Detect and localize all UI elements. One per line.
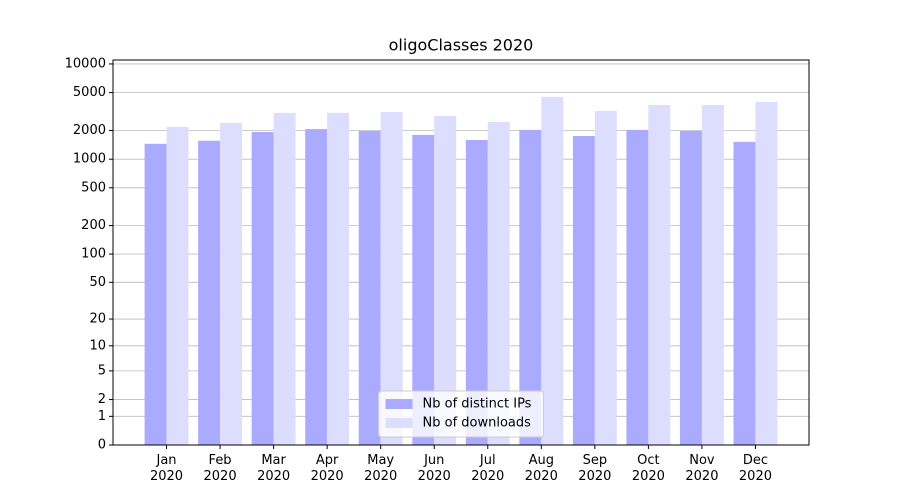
y-tick-label: 2 bbox=[98, 392, 106, 407]
bar bbox=[679, 130, 702, 445]
bar bbox=[380, 111, 403, 445]
bar bbox=[465, 139, 488, 445]
x-tick-label: Oct 2020 bbox=[631, 453, 665, 484]
chart-title: oligoClasses 2020 bbox=[389, 36, 534, 55]
x-tick-label: Jan 2020 bbox=[149, 453, 184, 484]
y-tick-label: 100 bbox=[81, 247, 106, 262]
bar bbox=[273, 112, 296, 446]
bar bbox=[251, 131, 274, 446]
plot-frame bbox=[112, 59, 810, 446]
x-tick-label: Apr 2020 bbox=[310, 453, 344, 484]
x-tick-label: Nov 2020 bbox=[685, 453, 719, 484]
x-tick-label: May 2020 bbox=[364, 453, 398, 484]
bar bbox=[487, 121, 510, 445]
y-tick-label: 1000 bbox=[73, 152, 106, 167]
bar bbox=[626, 129, 649, 445]
x-tick-label: Aug 2020 bbox=[524, 453, 558, 484]
x-tick-label: Sep 2020 bbox=[578, 453, 612, 484]
legend-label: Nb of distinct IPs bbox=[423, 397, 532, 412]
y-tick-label: 20 bbox=[89, 312, 106, 327]
bar bbox=[144, 143, 167, 445]
bar bbox=[220, 122, 243, 445]
y-tick-label: 5000 bbox=[73, 85, 106, 100]
legend-box bbox=[378, 390, 544, 438]
bar bbox=[358, 130, 381, 445]
bar bbox=[198, 140, 221, 446]
bar bbox=[594, 110, 617, 445]
bar bbox=[412, 134, 435, 446]
bar bbox=[755, 101, 778, 445]
x-tick-label: Dec 2020 bbox=[738, 453, 772, 484]
bar bbox=[327, 112, 350, 446]
y-tick-label: 200 bbox=[81, 218, 106, 233]
bar bbox=[519, 129, 542, 445]
bar bbox=[305, 129, 328, 445]
legend-label: Nb of downloads bbox=[423, 416, 532, 431]
x-tick-label: Jun 2020 bbox=[417, 453, 451, 484]
bar bbox=[648, 104, 671, 446]
y-tick-label: 5 bbox=[98, 363, 106, 378]
bar bbox=[733, 141, 756, 446]
legend-swatch bbox=[385, 418, 413, 428]
y-tick-label: 50 bbox=[89, 275, 106, 290]
y-tick-label: 2000 bbox=[73, 123, 106, 138]
bar bbox=[541, 96, 564, 446]
y-tick-label: 0 bbox=[98, 438, 106, 453]
y-tick-label: 500 bbox=[81, 180, 106, 195]
x-tick-label: Feb 2020 bbox=[203, 453, 237, 484]
bar bbox=[701, 104, 724, 446]
x-tick-label: Mar 2020 bbox=[257, 453, 291, 484]
bar bbox=[572, 136, 595, 445]
bar bbox=[166, 126, 189, 445]
bar bbox=[434, 116, 457, 445]
y-tick-label: 1 bbox=[98, 409, 106, 424]
legend-swatch bbox=[385, 399, 413, 409]
y-tick-label: 10000 bbox=[65, 56, 106, 71]
x-tick-label: Jul 2020 bbox=[471, 453, 505, 484]
y-tick-label: 10 bbox=[89, 338, 106, 353]
